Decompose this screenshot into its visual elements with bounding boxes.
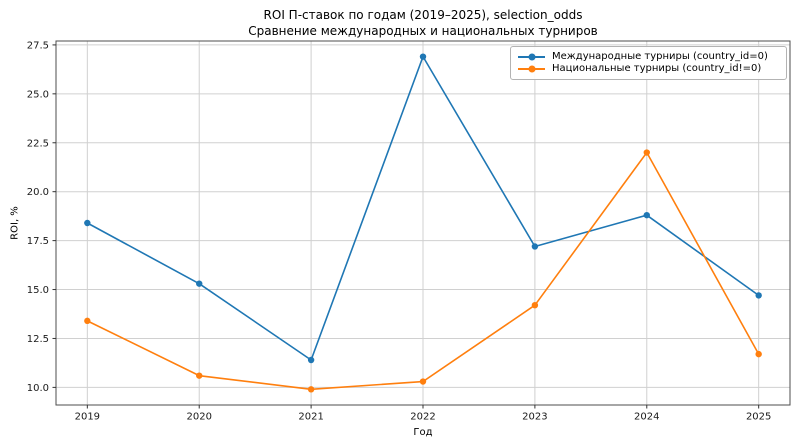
y-tick-label-22.5: 22.5 <box>27 138 49 149</box>
y-axis-label: ROI, % <box>9 206 21 240</box>
point-international-2024 <box>643 211 650 219</box>
point-national-2020 <box>196 372 203 379</box>
x-tick-label-2019: 2019 <box>75 412 100 423</box>
point-national-2024 <box>643 149 650 156</box>
legend-item-international: Международные турниры (country_id=0) <box>518 51 780 63</box>
point-national-2023 <box>531 301 539 309</box>
y-tick-label-17.5: 17.5 <box>27 236 49 247</box>
chart-title-line1: ROI П-ставок по годам (2019–2025), selec… <box>263 8 583 22</box>
legend-label-international: Международные турниры (country_id=0) <box>552 51 768 62</box>
point-international-2023 <box>531 243 539 250</box>
y-tick-label-10.0: 10.0 <box>27 383 49 394</box>
chart-title: ROI П-ставок по годам (2019–2025), selec… <box>56 7 790 39</box>
y-tick-label-27.5: 27.5 <box>27 40 49 51</box>
point-international-2019 <box>84 219 91 227</box>
x-tick-label-2020: 2020 <box>186 412 211 423</box>
x-tick-label-2024: 2024 <box>634 412 659 423</box>
x-tick-label-2021: 2021 <box>298 412 323 423</box>
point-national-2021 <box>307 386 315 393</box>
y-tick-label-20.0: 20.0 <box>27 187 49 198</box>
point-international-2021 <box>307 356 315 364</box>
x-tick-label-2023: 2023 <box>522 412 547 423</box>
point-national-2025 <box>755 350 762 358</box>
y-tick-label-12.5: 12.5 <box>27 334 49 345</box>
y-tick-label-15.0: 15.0 <box>27 285 49 296</box>
legend-marker-international <box>518 51 545 63</box>
y-tick-label-25.0: 25.0 <box>27 89 49 100</box>
point-national-2022 <box>419 378 427 385</box>
x-axis-label: Год <box>413 427 433 438</box>
legend-label-national: Национальные турниры (country_id!=0) <box>552 63 762 74</box>
point-national-2019 <box>84 317 91 325</box>
point-international-2025 <box>755 292 762 299</box>
point-international-2022 <box>419 53 427 60</box>
legend: Международные турниры (country_id=0) Нац… <box>510 46 787 80</box>
legend-item-national: Национальные турниры (country_id!=0) <box>518 63 780 75</box>
legend-marker-national <box>518 63 545 75</box>
x-tick-label-2022: 2022 <box>410 412 435 423</box>
point-international-2020 <box>196 280 203 287</box>
x-tick-label-2025: 2025 <box>746 412 771 423</box>
chart-title-line2: Сравнение международных и национальных т… <box>248 24 598 38</box>
